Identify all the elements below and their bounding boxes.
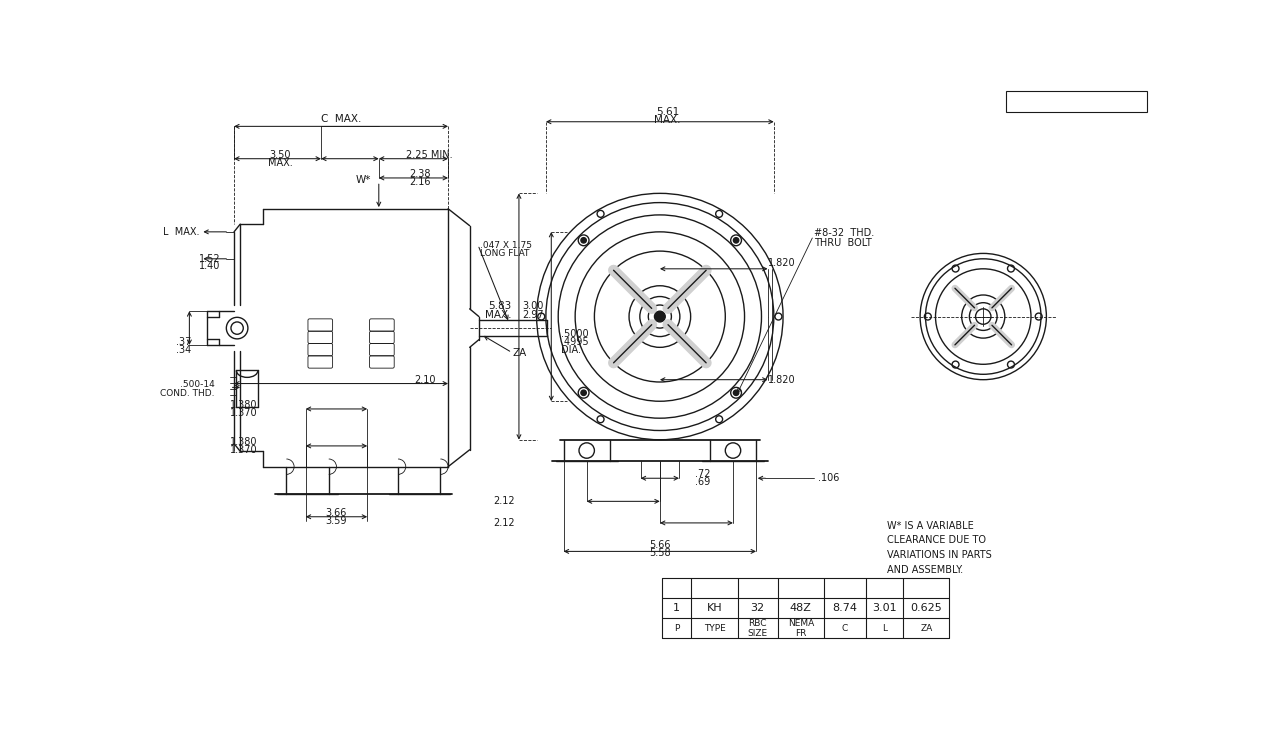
Bar	[1006, 91, 1147, 112]
Text: NEMA
FR: NEMA FR	[787, 618, 814, 638]
Text: L  MAX.: L MAX.	[163, 226, 200, 237]
Text: 8.74: 8.74	[832, 603, 858, 613]
Text: .34: .34	[177, 345, 192, 355]
Text: MAX.: MAX.	[268, 157, 293, 168]
Text: 2.97: 2.97	[522, 310, 544, 320]
Text: ZA: ZA	[512, 348, 526, 358]
Circle shape	[654, 311, 666, 322]
Text: 1.820: 1.820	[768, 258, 795, 267]
Circle shape	[581, 390, 586, 396]
Text: C  MAX.: C MAX.	[321, 115, 361, 124]
Text: 3.00: 3.00	[522, 301, 544, 311]
Text: 2.16: 2.16	[410, 177, 431, 187]
Text: TYPE: TYPE	[704, 624, 726, 633]
Text: 1.380: 1.380	[229, 437, 257, 447]
Text: LONG FLAT: LONG FLAT	[480, 249, 530, 258]
Text: 3.66: 3.66	[326, 508, 347, 518]
Text: L: L	[882, 624, 887, 633]
Text: COND. THD.: COND. THD.	[160, 389, 215, 398]
Text: .047 X 1.75: .047 X 1.75	[480, 241, 532, 250]
Text: 48Z: 48Z	[790, 603, 812, 613]
Text: 5.66: 5.66	[649, 540, 671, 551]
Text: ZA: ZA	[920, 624, 932, 633]
Text: 1.40: 1.40	[200, 261, 220, 271]
Text: 2.25 MIN.: 2.25 MIN.	[406, 150, 452, 160]
Text: C: C	[842, 624, 849, 633]
Text: .106: .106	[818, 473, 840, 484]
Text: 1.380: 1.380	[229, 400, 257, 410]
Circle shape	[733, 390, 739, 396]
Text: 3.01: 3.01	[873, 603, 897, 613]
Text: MAX.: MAX.	[654, 115, 681, 125]
Text: 1: 1	[673, 603, 680, 613]
Text: .69: .69	[695, 477, 709, 487]
Circle shape	[581, 238, 586, 243]
Text: 3.59: 3.59	[325, 516, 347, 526]
Text: P: P	[675, 624, 680, 633]
Text: .500-14: .500-14	[180, 380, 215, 389]
Text: W* IS A VARIABLE
CLEARANCE DUE TO
VARIATIONS IN PARTS
AND ASSEMBLY.: W* IS A VARIABLE CLEARANCE DUE TO VARIAT…	[887, 521, 992, 575]
Text: DIA.: DIA.	[561, 345, 581, 355]
Text: THRU  BOLT: THRU BOLT	[814, 238, 872, 247]
Text: 5.61: 5.61	[655, 107, 680, 118]
Text: 2.10: 2.10	[415, 375, 435, 385]
Text: .37: .37	[177, 337, 192, 347]
Text: 5.83: 5.83	[488, 301, 511, 311]
Text: W*: W*	[356, 175, 371, 186]
Text: 5.58: 5.58	[649, 548, 671, 558]
Text: 32: 32	[750, 603, 764, 613]
Text: 1.820: 1.820	[768, 375, 795, 384]
Text: 1.370: 1.370	[229, 408, 257, 418]
Circle shape	[733, 238, 739, 243]
Text: KH: KH	[707, 603, 722, 613]
Text: 3.50: 3.50	[270, 150, 291, 160]
Text: 2.12: 2.12	[494, 518, 515, 528]
Text: RBC
SIZE: RBC SIZE	[748, 618, 768, 638]
Text: 1.52: 1.52	[200, 254, 221, 264]
Text: .72: .72	[695, 469, 710, 479]
Text: #8-32  THD.: #8-32 THD.	[814, 229, 874, 238]
Text: 0.625: 0.625	[910, 603, 942, 613]
Text: MAX.: MAX.	[485, 310, 511, 320]
Text: .5000: .5000	[561, 329, 588, 339]
Text: 1.370: 1.370	[229, 445, 257, 454]
Text: 2.12: 2.12	[494, 496, 515, 507]
Text: 2.38: 2.38	[410, 169, 431, 179]
Text: .4995: .4995	[561, 337, 588, 347]
